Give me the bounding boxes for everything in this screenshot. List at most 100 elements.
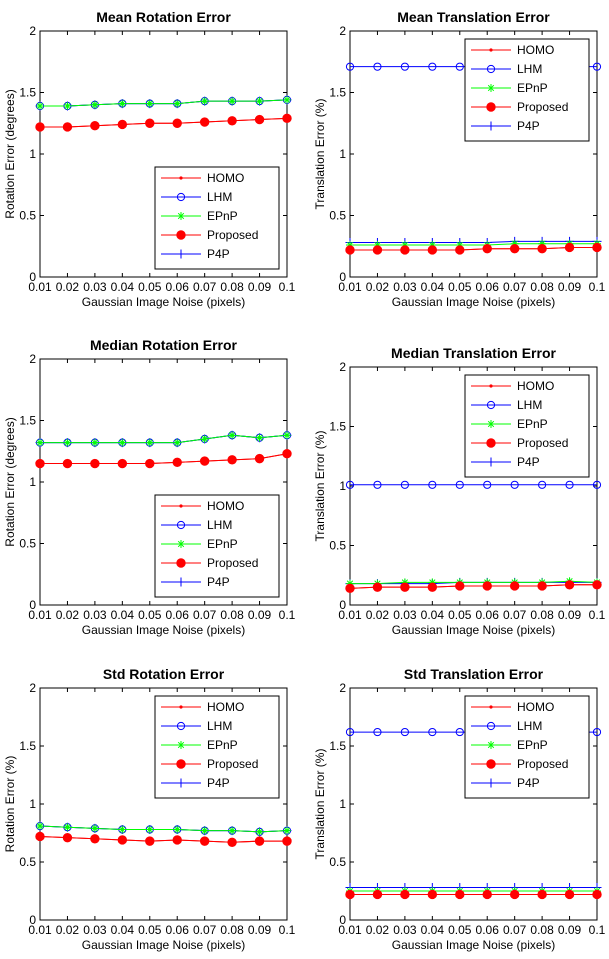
legend-entry: EPnP [207,537,238,551]
data-point [427,245,438,255]
data-point [400,480,409,489]
y-tick-label: 2 [339,360,346,374]
series-epnp [36,95,291,111]
legend-marker [177,741,185,749]
x-tick-label: 0.05 [138,608,162,622]
data-point [592,580,602,590]
x-tick-label: 0.03 [83,608,107,622]
x-tick-label: 0.09 [248,923,272,937]
x-tick-label: 0.1 [279,923,296,937]
data-point [428,480,437,489]
legend-entry: LHM [517,398,542,412]
legend-marker [179,176,183,180]
legend-entry: HOMO [207,700,244,714]
legend-entry: EPnP [207,209,238,223]
data-point [145,118,155,128]
x-tick-label: 0.05 [448,923,472,937]
y-tick-label: 2 [29,681,36,695]
x-tick-label: 0.09 [558,608,582,622]
legend-entry: P4P [207,247,230,261]
data-point [482,244,492,254]
y-tick-label: 0 [29,270,36,284]
data-point [254,836,265,846]
x-tick-label: 0.05 [138,280,162,294]
y-tick-label: 2 [29,352,36,366]
data-point [427,582,438,592]
x-tick-label: 0.02 [366,280,390,294]
x-tick-label: 0.1 [279,608,296,622]
legend-entry: P4P [517,455,540,469]
data-point [35,831,45,842]
legend-entry: P4P [207,776,230,790]
y-tick-label: 2 [339,24,346,38]
data-point [455,480,464,489]
legend-marker [489,48,493,52]
x-tick-label: 0.09 [248,280,272,294]
data-point [199,836,210,846]
legend-box [154,494,280,598]
data-point [173,438,182,447]
legend-marker [489,705,493,709]
series-line [40,434,288,444]
data-point [118,99,127,108]
legend-marker [486,457,496,467]
data-point [592,62,602,71]
legend-entry: LHM [517,62,542,76]
series-proposed [35,449,292,469]
x-tick-label: 0.1 [589,280,606,294]
series-line [40,453,288,465]
data-point [228,431,237,440]
data-point [282,449,292,459]
data-point [283,826,291,835]
data-point [510,239,519,248]
x-tick-label: 0.07 [193,923,217,937]
x-axis-label: Gaussian Image Noise (pixels) [82,295,245,309]
data-point [373,62,382,71]
data-point [199,456,210,466]
x-tick-label: 0.01 [338,280,362,294]
legend-entry: EPnP [517,81,548,95]
x-tick-label: 0.04 [421,280,445,294]
legend-marker [486,778,496,788]
legend-marker [179,705,183,709]
data-point [510,480,519,489]
x-tick-label: 0.09 [558,923,582,937]
data-point [455,889,465,900]
x-tick-label: 0.05 [448,608,472,622]
x-tick-label: 0.01 [28,608,52,622]
legend-box [154,166,280,270]
x-tick-label: 0.08 [530,923,554,937]
data-point [400,241,409,250]
data-point [428,62,437,71]
legend-marker [489,384,493,388]
chart-panel: Std Rotation Error 0 0.5 1 1.5 2 0.01 0.02 0.03 0… [3,666,296,952]
data-point [345,727,355,737]
legend-entry: EPnP [517,738,548,752]
y-axis-label: Translation Error (%) [313,431,327,542]
series-line [350,246,597,251]
series-line [39,825,288,833]
y-tick-label: 1 [29,147,36,161]
data-point [172,118,182,128]
y-axis-label: Translation Error (%) [313,749,327,860]
data-point [455,62,464,71]
y-tick-label: 0.5 [19,537,36,551]
legend-marker [487,741,495,749]
legend-entry: EPnP [207,738,238,752]
data-point [455,241,464,250]
data-point [63,823,72,832]
data-point [346,241,354,250]
data-point [537,889,547,900]
legend-marker [176,721,186,731]
data-point [373,480,382,489]
y-tick-label: 0 [29,598,36,612]
data-point [35,458,45,469]
x-tick-label: 0.09 [248,608,272,622]
legend-entry: HOMO [517,43,554,57]
legend-entry: HOMO [207,499,244,513]
x-tick-label: 0.01 [28,280,52,294]
x-axis-label: Gaussian Image Noise (pixels) [392,295,555,309]
y-axis-label: Rotation Error (%) [3,756,17,853]
legend: HOMO LHM EPnP Proposed P4P [464,374,590,478]
